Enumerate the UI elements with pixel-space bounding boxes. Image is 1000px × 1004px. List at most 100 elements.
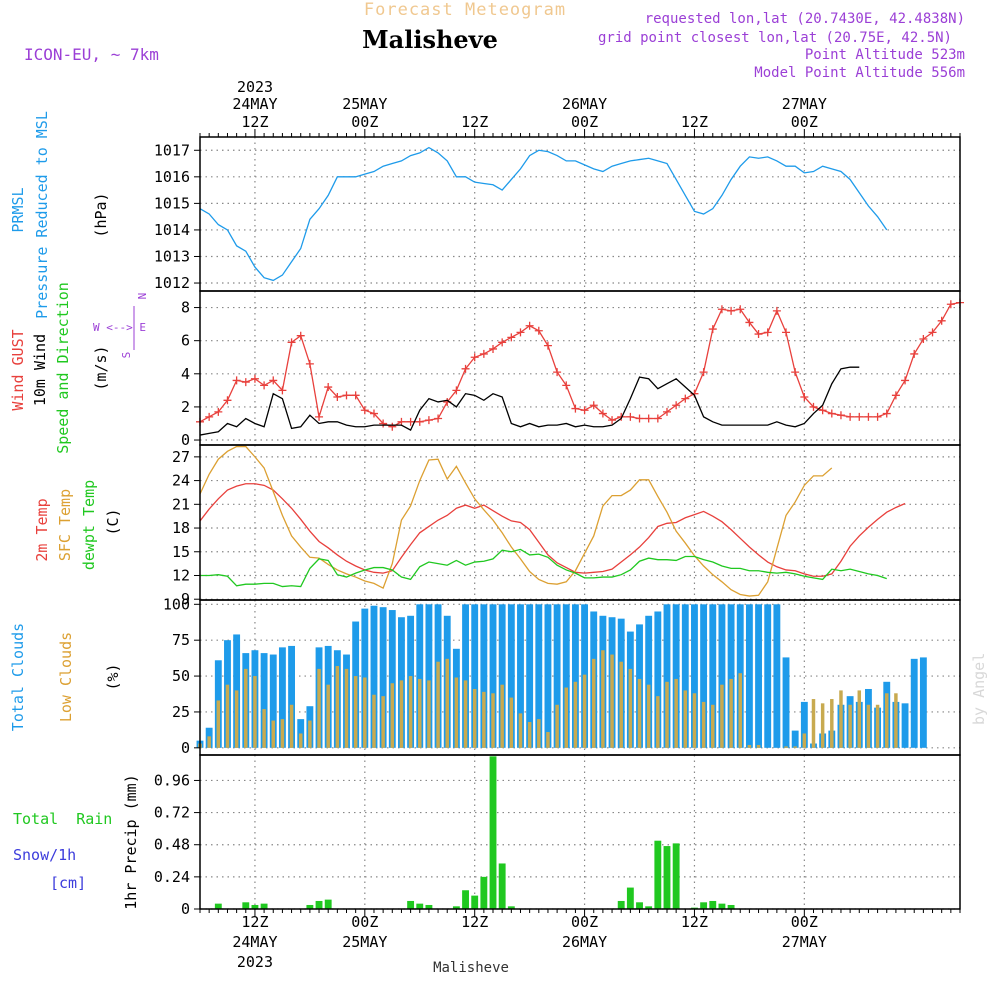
total-cloud-bar: [910, 658, 918, 748]
y-tick-label: 1015: [154, 194, 190, 212]
gust-line-marker: [827, 409, 836, 418]
footer-location: Malisheve: [433, 960, 509, 976]
rain-bar: [645, 906, 653, 909]
low-cloud-bar: [353, 676, 358, 748]
gust-line-marker: [424, 416, 433, 425]
gust-line-marker: [791, 368, 800, 377]
total-cloud-bar: [462, 604, 469, 748]
low-cloud-bar: [793, 746, 797, 748]
x-tick-label-bottom: 12Z: [681, 913, 708, 931]
y-tick-label: 27: [172, 448, 190, 466]
x-tick-label-bottom: 00Z: [571, 913, 598, 931]
gust-line-marker: [461, 364, 470, 373]
y-tick-label: 1016: [154, 168, 190, 186]
low-cloud-bar: [207, 736, 211, 748]
gust-line-marker: [241, 378, 250, 387]
rain-bar: [407, 900, 415, 909]
x-tick-label-bottom: 12Z: [461, 913, 488, 931]
total-cloud-bar: [544, 604, 552, 748]
total-cloud-bar: [562, 604, 570, 748]
low-cloud-bar: [482, 691, 486, 748]
rain-bar: [242, 902, 250, 909]
info-line-2: grid point closest lon,lat (20.75E, 42.5…: [598, 30, 952, 46]
gust-line-marker: [388, 422, 397, 431]
gust-line-marker: [608, 416, 617, 425]
rain-bar: [260, 903, 268, 909]
low-cloud-bar: [711, 704, 715, 748]
gust-line-marker: [507, 333, 516, 342]
rain-bar: [324, 899, 332, 909]
x-tick-label-bottom: 00Z: [791, 913, 818, 931]
gust-line-marker: [415, 417, 424, 426]
gust-line-marker: [763, 328, 772, 337]
gust-line-marker: [846, 412, 855, 421]
gust-line-marker: [360, 406, 369, 415]
low-cloud-bar: [244, 668, 248, 748]
low-cloud-bar: [408, 676, 413, 748]
gust-line-marker: [772, 306, 781, 315]
y-tick-label: 0.24: [154, 868, 190, 886]
low-cloud-bar: [665, 681, 669, 748]
low-cloud-bar: [537, 719, 541, 748]
total-cloud-bar: [645, 615, 653, 748]
y-tick-label: 2: [181, 398, 190, 416]
low-cloud-bar: [582, 674, 587, 748]
rain-bar: [480, 876, 488, 909]
low-cloud-bar: [298, 733, 303, 748]
low-cloud-bar: [472, 688, 477, 748]
rain-bar: [416, 903, 424, 909]
snow-label: Snow/1h: [13, 846, 76, 864]
rain-bar: [672, 843, 680, 909]
low-cloud-bar: [454, 677, 459, 748]
snow-unit-label: [cm]: [50, 874, 86, 892]
gust-line-marker: [672, 401, 681, 410]
low-cloud-bar: [619, 661, 623, 748]
low-cloud-bar: [390, 683, 395, 748]
gust-line-marker: [736, 305, 745, 314]
gust-line-marker: [727, 306, 736, 315]
gust-line-marker: [315, 412, 324, 421]
y-tick-label: 25: [172, 703, 190, 721]
total-cloud-bar: [553, 604, 561, 748]
total-cloud-bar: [416, 604, 424, 748]
gust-line-marker: [754, 330, 763, 339]
gust-line-marker: [818, 406, 827, 415]
low-cloud-bar: [747, 744, 752, 748]
y-tick-label: 0: [181, 739, 190, 757]
low-cloud-bar: [573, 681, 578, 748]
rain-bar: [727, 904, 735, 909]
y-tick-label: 18: [172, 519, 190, 537]
total-cloud-bar: [379, 607, 387, 748]
gust-line-marker: [580, 406, 589, 415]
gust-line-marker: [214, 407, 223, 416]
clouds-unit: (%): [104, 663, 122, 690]
total-cloud-bar: [919, 657, 927, 748]
pressure-label-1: PRMSL: [9, 187, 27, 232]
low-cloud-bar: [637, 678, 642, 748]
gust-line-marker: [626, 412, 635, 421]
gust-line-marker: [342, 391, 351, 400]
total-cloud-bar: [672, 604, 680, 748]
gust-line-marker: [681, 394, 690, 403]
low-cloud-bar: [784, 746, 788, 748]
x-tick-label-top: 24MAY: [232, 95, 277, 113]
info-line-3: Point Altitude 523m: [805, 47, 965, 63]
low-cloud-bar: [729, 678, 733, 748]
grid-layer: [200, 137, 960, 910]
rain-bar: [214, 903, 222, 909]
x-tick-label-top: 25MAY: [342, 95, 387, 113]
low-cloud-bar: [866, 704, 871, 748]
temp-sfc-label: SFC Temp: [56, 489, 74, 561]
low-cloud-bar: [591, 658, 596, 748]
temp-unit: (C): [104, 508, 122, 535]
gust-line-marker: [489, 344, 498, 353]
rain-bar: [498, 863, 506, 909]
y-tick-label: 50: [172, 667, 190, 685]
total-cloud-bar: [480, 604, 488, 748]
low-cloud-bar: [692, 693, 697, 748]
compass-north: N: [135, 293, 148, 300]
top-year-label: 2023: [237, 78, 273, 96]
compass-west-east: W <--> E: [93, 321, 146, 334]
total-cloud-bar: [755, 604, 762, 748]
low-cloud-bar: [720, 684, 724, 748]
